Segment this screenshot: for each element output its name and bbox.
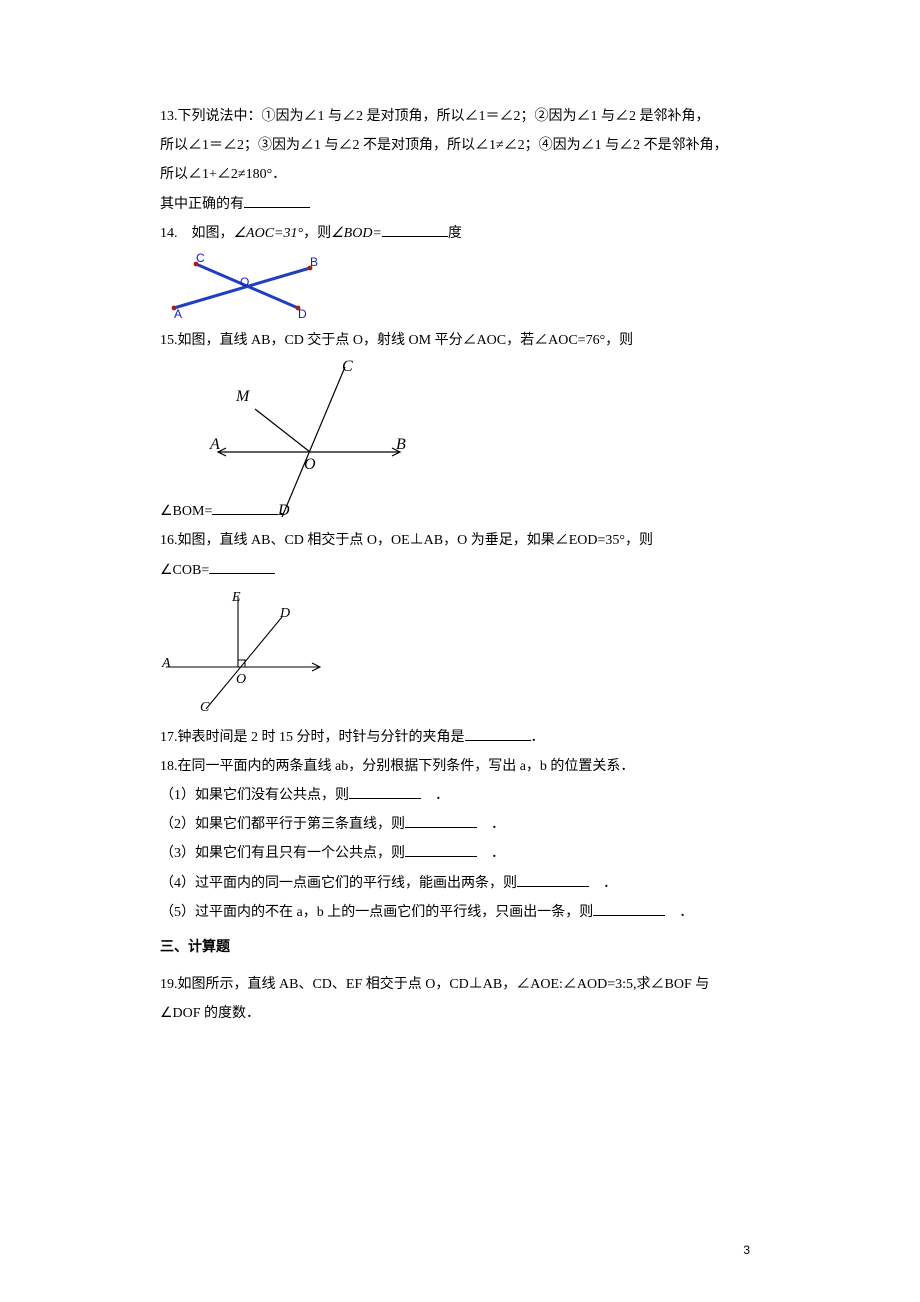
q14-expr: ∠AOC=31° bbox=[234, 226, 304, 241]
q15-text: 15.如图，直线 AB，CD 交于点 O，射线 OM 平分∠AOC，若∠AOC=… bbox=[160, 328, 760, 353]
q18-i4-label: （4）过平面内的同一点画它们的平行线，能画出两条，则 bbox=[160, 876, 517, 891]
q18-i2-blank bbox=[405, 813, 477, 828]
svg-text:O: O bbox=[304, 456, 316, 473]
q15-after-suf: ． bbox=[278, 504, 292, 519]
svg-text:A: A bbox=[174, 307, 182, 321]
q13-line2: 所以∠1＝∠2；③因为∠1 与∠2 不是对顶角，所以∠1≠∠2；④因为∠1 与∠… bbox=[160, 133, 760, 158]
angle-bisector-icon: ABCDMO bbox=[200, 357, 410, 517]
q13-line3: 所以∠1+∠2≠180°． bbox=[160, 162, 760, 187]
perpendicular-lines-icon: A E D O C bbox=[160, 589, 330, 719]
svg-text:O: O bbox=[240, 275, 249, 289]
q13-blank bbox=[244, 193, 310, 208]
svg-text:A: A bbox=[209, 436, 220, 453]
svg-text:B: B bbox=[310, 255, 318, 269]
svg-text:A: A bbox=[161, 656, 171, 671]
q16-figure: A E D O C bbox=[160, 589, 760, 719]
q17-label: 17.钟表时间是 2 时 15 分时，时针与分针的夹角是 bbox=[160, 730, 465, 745]
q19-line2: ∠DOF 的度数． bbox=[160, 1001, 760, 1026]
svg-text:C: C bbox=[342, 358, 353, 375]
q15-after-pre: ∠BOM= bbox=[160, 504, 212, 519]
q18-i2: （2）如果它们都平行于第三条直线，则 ． bbox=[160, 812, 760, 837]
q16-line2: ∠COB= bbox=[160, 558, 760, 583]
q18-i3-label: （3）如果它们有且只有一个公共点，则 bbox=[160, 846, 405, 861]
q15-blank bbox=[212, 500, 278, 515]
q18-i1-blank bbox=[349, 784, 421, 799]
svg-text:C: C bbox=[200, 700, 210, 715]
q18-i1-label: （1）如果它们没有公共点，则 bbox=[160, 788, 349, 803]
q15-after: ∠BOM= ． bbox=[160, 499, 760, 524]
q14-mid: ，则 bbox=[303, 226, 331, 241]
q18-i4-dot: ． bbox=[603, 876, 617, 891]
q15-row: ABCDMO bbox=[160, 357, 760, 517]
q14-pre: 14. 如图， bbox=[160, 226, 234, 241]
worksheet-page: 13.下列说法中：①因为∠1 与∠2 是对顶角，所以∠1＝∠2；②因为∠1 与∠… bbox=[80, 0, 840, 1302]
q16-cob: ∠COB= bbox=[160, 563, 209, 578]
q18-head: 18.在同一平面内的两条直线 ab，分别根据下列条件，写出 a，b 的位置关系． bbox=[160, 754, 760, 779]
q14-text: 14. 如图，∠AOC=31°，则∠BOD= 度 bbox=[160, 221, 760, 246]
q18-i1: （1）如果它们没有公共点，则 ． bbox=[160, 783, 760, 808]
q17-blank bbox=[465, 726, 531, 741]
q19-line1: 19.如图所示，直线 AB、CD、EF 相交于点 O，CD⊥AB，∠AOE:∠A… bbox=[160, 972, 760, 997]
q18-i1-dot: ． bbox=[435, 788, 449, 803]
q13-correct-label: 其中正确的有 bbox=[160, 197, 244, 212]
svg-text:C: C bbox=[196, 252, 205, 265]
section3-title: 三、计算题 bbox=[160, 935, 760, 960]
q15-figure: ABCDMO bbox=[200, 357, 410, 517]
svg-text:D: D bbox=[298, 307, 307, 321]
q18-i3: （3）如果它们有且只有一个公共点，则 ． bbox=[160, 841, 760, 866]
q17-text: 17.钟表时间是 2 时 15 分时，时针与分针的夹角是． bbox=[160, 725, 760, 750]
svg-text:D: D bbox=[279, 606, 290, 621]
q16-line1: 16.如图，直线 AB、CD 相交于点 O，OE⊥AB，O 为垂足，如果∠EOD… bbox=[160, 528, 760, 553]
intersecting-lines-icon: A C B D O bbox=[160, 252, 330, 322]
svg-text:O: O bbox=[236, 672, 246, 687]
svg-text:B: B bbox=[396, 436, 406, 453]
page-number: 3 bbox=[743, 1240, 750, 1262]
q13-line4: 其中正确的有 bbox=[160, 192, 760, 217]
q18-i2-label: （2）如果它们都平行于第三条直线，则 bbox=[160, 817, 405, 832]
q18-i4: （4）过平面内的同一点画它们的平行线，能画出两条，则 ． bbox=[160, 871, 760, 896]
q18-i4-blank bbox=[517, 872, 589, 887]
q18-i3-blank bbox=[405, 842, 477, 857]
svg-text:M: M bbox=[235, 388, 251, 405]
svg-text:E: E bbox=[231, 590, 241, 605]
q18-i5: （5）过平面内的不在 a，b 上的一点画它们的平行线，只画出一条，则 ． bbox=[160, 900, 760, 925]
q16-blank bbox=[209, 559, 275, 574]
q18-i3-dot: ． bbox=[491, 846, 505, 861]
q13-line1: 13.下列说法中：①因为∠1 与∠2 是对顶角，所以∠1＝∠2；②因为∠1 与∠… bbox=[160, 104, 760, 129]
q14-unit: 度 bbox=[448, 226, 462, 241]
q18-i2-dot: ． bbox=[491, 817, 505, 832]
q18-i5-dot: ． bbox=[679, 905, 693, 920]
q18-i5-blank bbox=[593, 901, 665, 916]
q14-expr2: ∠BOD= bbox=[331, 226, 382, 241]
q18-i5-label: （5）过平面内的不在 a，b 上的一点画它们的平行线，只画出一条，则 bbox=[160, 905, 593, 920]
q14-blank bbox=[382, 222, 448, 237]
q14-figure: A C B D O bbox=[160, 252, 760, 322]
